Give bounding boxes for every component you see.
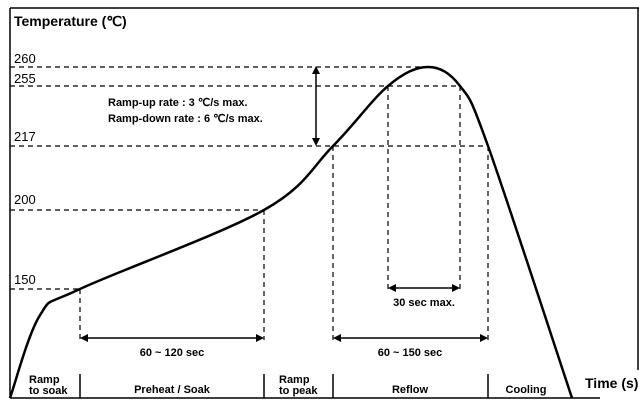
y-tick-150: 150 <box>14 272 36 287</box>
phase-ramp-to-soak-line2: to soak <box>29 385 68 397</box>
interval-label-peak: 30 sec max. <box>393 297 455 309</box>
interval-peak-arrow <box>388 284 460 292</box>
annotation-ramp-down: Ramp-down rate : 6 ℃/s max. <box>108 113 263 125</box>
y-tick-260: 260 <box>14 51 36 66</box>
interval-label-soak: 60 ~ 120 sec <box>140 347 205 359</box>
y-tick-255: 255 <box>14 71 36 86</box>
ramp-arrow-head-bottom <box>312 138 320 146</box>
phase-reflow: Reflow <box>392 384 429 396</box>
interval-soak-arrow <box>80 334 264 342</box>
phase-ramp-to-peak-line1: Ramp <box>279 374 310 386</box>
temperature-profile-line <box>8 65 574 399</box>
phase-ramp-to-peak-line2: to peak <box>279 385 318 397</box>
y-axis-title: Temperature (℃) <box>14 13 127 29</box>
phase-cooling: Cooling <box>506 384 547 396</box>
phase-preheat-soak: Preheat / Soak <box>134 384 211 396</box>
ramp-arrow-head-top <box>312 66 320 74</box>
interval-reflow-arrow <box>333 334 488 342</box>
x-axis-title: Time (s) <box>585 375 638 391</box>
y-tick-217: 217 <box>14 129 36 144</box>
y-tick-200: 200 <box>14 192 36 207</box>
interval-label-reflow: 60 ~ 150 sec <box>378 347 443 359</box>
annotation-ramp-up: Ramp-up rate : 3 ℃/s max. <box>108 97 248 109</box>
phase-ramp-to-soak-line1: Ramp <box>29 374 60 386</box>
